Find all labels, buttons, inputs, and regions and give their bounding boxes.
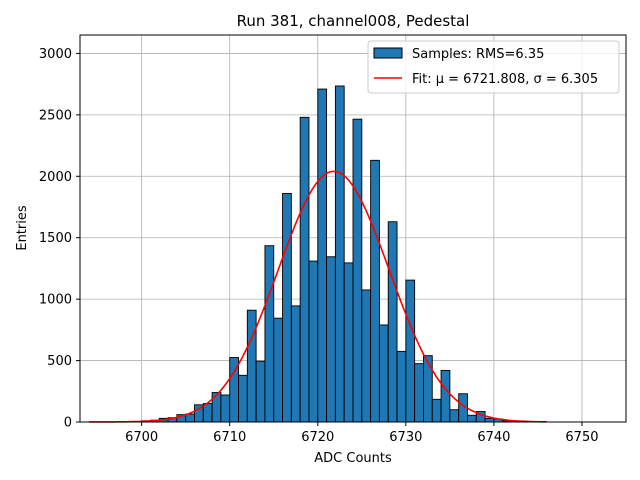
- y-tick-label: 2000: [39, 170, 72, 185]
- x-tick-label: 6710: [213, 430, 246, 445]
- histogram-bar: [334, 85, 345, 423]
- legend: Samples: RMS=6.35 Fit: μ = 6721.808, σ =…: [367, 40, 620, 94]
- histogram-bar: [343, 262, 354, 423]
- x-axis-ticks: 6700 6710 6720 6730 6740 6750: [125, 422, 599, 445]
- histogram-bar: [299, 116, 310, 423]
- histogram-bar: [273, 317, 283, 423]
- histogram-bar: [396, 350, 407, 423]
- y-tick-label: 3000: [39, 47, 72, 62]
- histogram-bar: [414, 363, 424, 423]
- histogram-bar: [467, 414, 477, 423]
- x-tick-label: 6740: [477, 430, 510, 445]
- histogram-bar: [484, 417, 495, 423]
- histogram-bar: [246, 309, 257, 423]
- histogram-bar: [440, 369, 451, 423]
- histogram-bar: [378, 324, 389, 423]
- plot-frame: [79, 34, 627, 423]
- histogram-bar: [405, 279, 416, 423]
- x-tick-label: 6730: [389, 430, 422, 445]
- y-tick-label: 500: [47, 354, 72, 369]
- histogram-bar: [255, 360, 266, 423]
- fit-curve-group: [88, 170, 547, 423]
- histogram-bar: [282, 193, 292, 423]
- histogram-bar: [449, 409, 460, 423]
- y-axis-label: Entries: [15, 205, 30, 251]
- histogram-bar: [202, 403, 213, 423]
- legend-frame: [367, 40, 620, 94]
- y-tick-label: 1500: [39, 231, 72, 246]
- x-tick-label: 6720: [301, 430, 334, 445]
- histogram-bar: [290, 305, 301, 423]
- histogram-bars: [141, 85, 530, 423]
- histogram-bar: [423, 355, 433, 423]
- histogram-bar: [264, 245, 275, 423]
- histogram-bar: [238, 374, 248, 423]
- y-tick-label: 0: [64, 416, 72, 431]
- fit-curve: [88, 170, 547, 423]
- legend-label-samples: Samples: RMS=6.35: [412, 47, 544, 62]
- histogram-bar: [326, 256, 336, 423]
- x-tick-label: 6700: [125, 430, 158, 445]
- histogram-bar: [352, 118, 363, 423]
- histogram-bar: [308, 260, 319, 423]
- y-tick-label: 2500: [39, 108, 72, 123]
- legend-swatch-samples: [373, 47, 403, 59]
- histogram-bar: [317, 88, 328, 423]
- y-axis-ticks: 0 500 1000 1500 2000 2500 3000: [39, 47, 80, 431]
- histogram-bar: [370, 159, 380, 423]
- x-tick-label: 6750: [565, 430, 598, 445]
- histogram-bar: [185, 413, 195, 423]
- chart-title: Run 381, channel008, Pedestal: [237, 12, 470, 30]
- histogram-bar: [220, 394, 231, 423]
- x-axis-label: ADC Counts: [314, 451, 392, 466]
- y-tick-label: 1000: [39, 293, 72, 308]
- histogram-bar: [431, 398, 442, 423]
- histogram-bar: [361, 289, 372, 423]
- histogram-bar: [387, 221, 398, 423]
- legend-label-fit: Fit: μ = 6721.808, σ = 6.305: [412, 72, 598, 87]
